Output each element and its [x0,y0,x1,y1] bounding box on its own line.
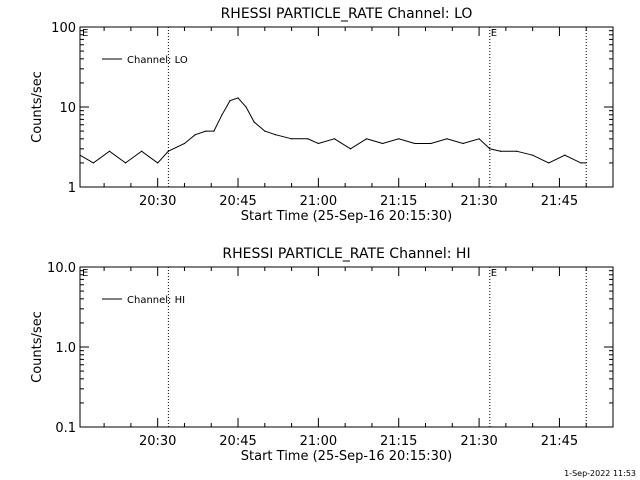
data-point [274,134,277,136]
data-point [317,142,319,145]
data-point [489,148,491,150]
data-point [382,142,384,145]
x-tick-label: 21:15 [380,194,417,209]
data-point [548,162,550,164]
data-point [264,130,266,132]
chart-title: RHESSI PARTICLE_RATE Channel: HI [222,246,470,262]
data-point [515,150,518,152]
data-point [499,150,502,152]
y-tick-label: 100 [51,21,76,36]
corner-label: E [82,268,88,279]
data-point [167,150,169,152]
data-point [446,138,448,140]
data-point [79,154,81,156]
footer-timestamp: 1-Sep-2022 11:53 [564,469,636,478]
data-point [532,154,534,156]
event-marker-label: E [491,28,497,39]
x-axis-label: Start Time (25-Sep-16 20:15:30) [241,449,452,464]
data-point [213,130,215,132]
data-point [124,162,127,164]
y-axis-label: Counts/sec [30,71,45,143]
y-tick-label: 0.1 [55,421,76,436]
plot-frame [79,266,614,428]
data-point [92,162,94,164]
data-point [414,142,416,145]
plot-frame [79,26,614,188]
data-point [585,162,587,164]
y-axis-label: Counts/sec [30,311,45,383]
chart-title: RHESSI PARTICLE_RATE Channel: LO [221,6,473,22]
legend-label: Channel: LO [127,55,188,66]
data-point [253,121,255,123]
x-tick-label: 21:45 [541,194,578,209]
data-point [108,150,111,152]
data-point [157,162,159,164]
series-line [79,97,587,164]
data-point [237,97,239,99]
chart-panel-hi: RHESSI PARTICLE_RATE Channel: HI 0.1 1.0 10… [30,246,614,464]
data-point [398,138,400,140]
data-point [365,138,368,140]
x-tick-label: 21:00 [300,194,337,209]
chart-panel-lo: RHESSI PARTICLE_RATE Channel: LO 1 10 100 20… [30,6,614,224]
data-point [478,138,480,140]
data-point [580,162,582,164]
x-tick-label: 21:30 [460,434,497,449]
data-point [221,114,223,116]
data-point [564,154,566,156]
x-tick-label: 20:45 [219,194,256,209]
data-point [183,142,186,145]
corner-label: E [82,28,88,39]
data-point [462,142,464,145]
data-point [229,100,231,102]
x-tick-label: 20:45 [219,434,256,449]
x-axis-label: Start Time (25-Sep-16 20:15:30) [241,209,452,224]
x-tick-label: 21:00 [300,434,337,449]
y-tick-label: 1 [68,181,76,196]
x-tick-label: 20:30 [139,434,176,449]
legend-label: Channel: HI [127,295,185,306]
y-tick-label: 1.0 [55,341,76,356]
x-tick-label: 21:45 [541,434,578,449]
x-tick-label: 21:15 [380,434,417,449]
x-tick-label: 21:30 [460,194,497,209]
event-marker-label: E [491,268,497,279]
data-point [349,148,352,150]
data-point [290,138,293,140]
data-point [194,134,196,136]
data-point [430,142,432,145]
y-tick-label: 10.0 [47,261,76,276]
data-point [333,138,336,140]
x-tick-label: 20:30 [139,194,176,209]
data-point [141,150,143,152]
data-point [307,138,309,140]
data-point [245,106,247,108]
y-tick-label: 10 [59,101,76,116]
data-point [205,130,207,132]
